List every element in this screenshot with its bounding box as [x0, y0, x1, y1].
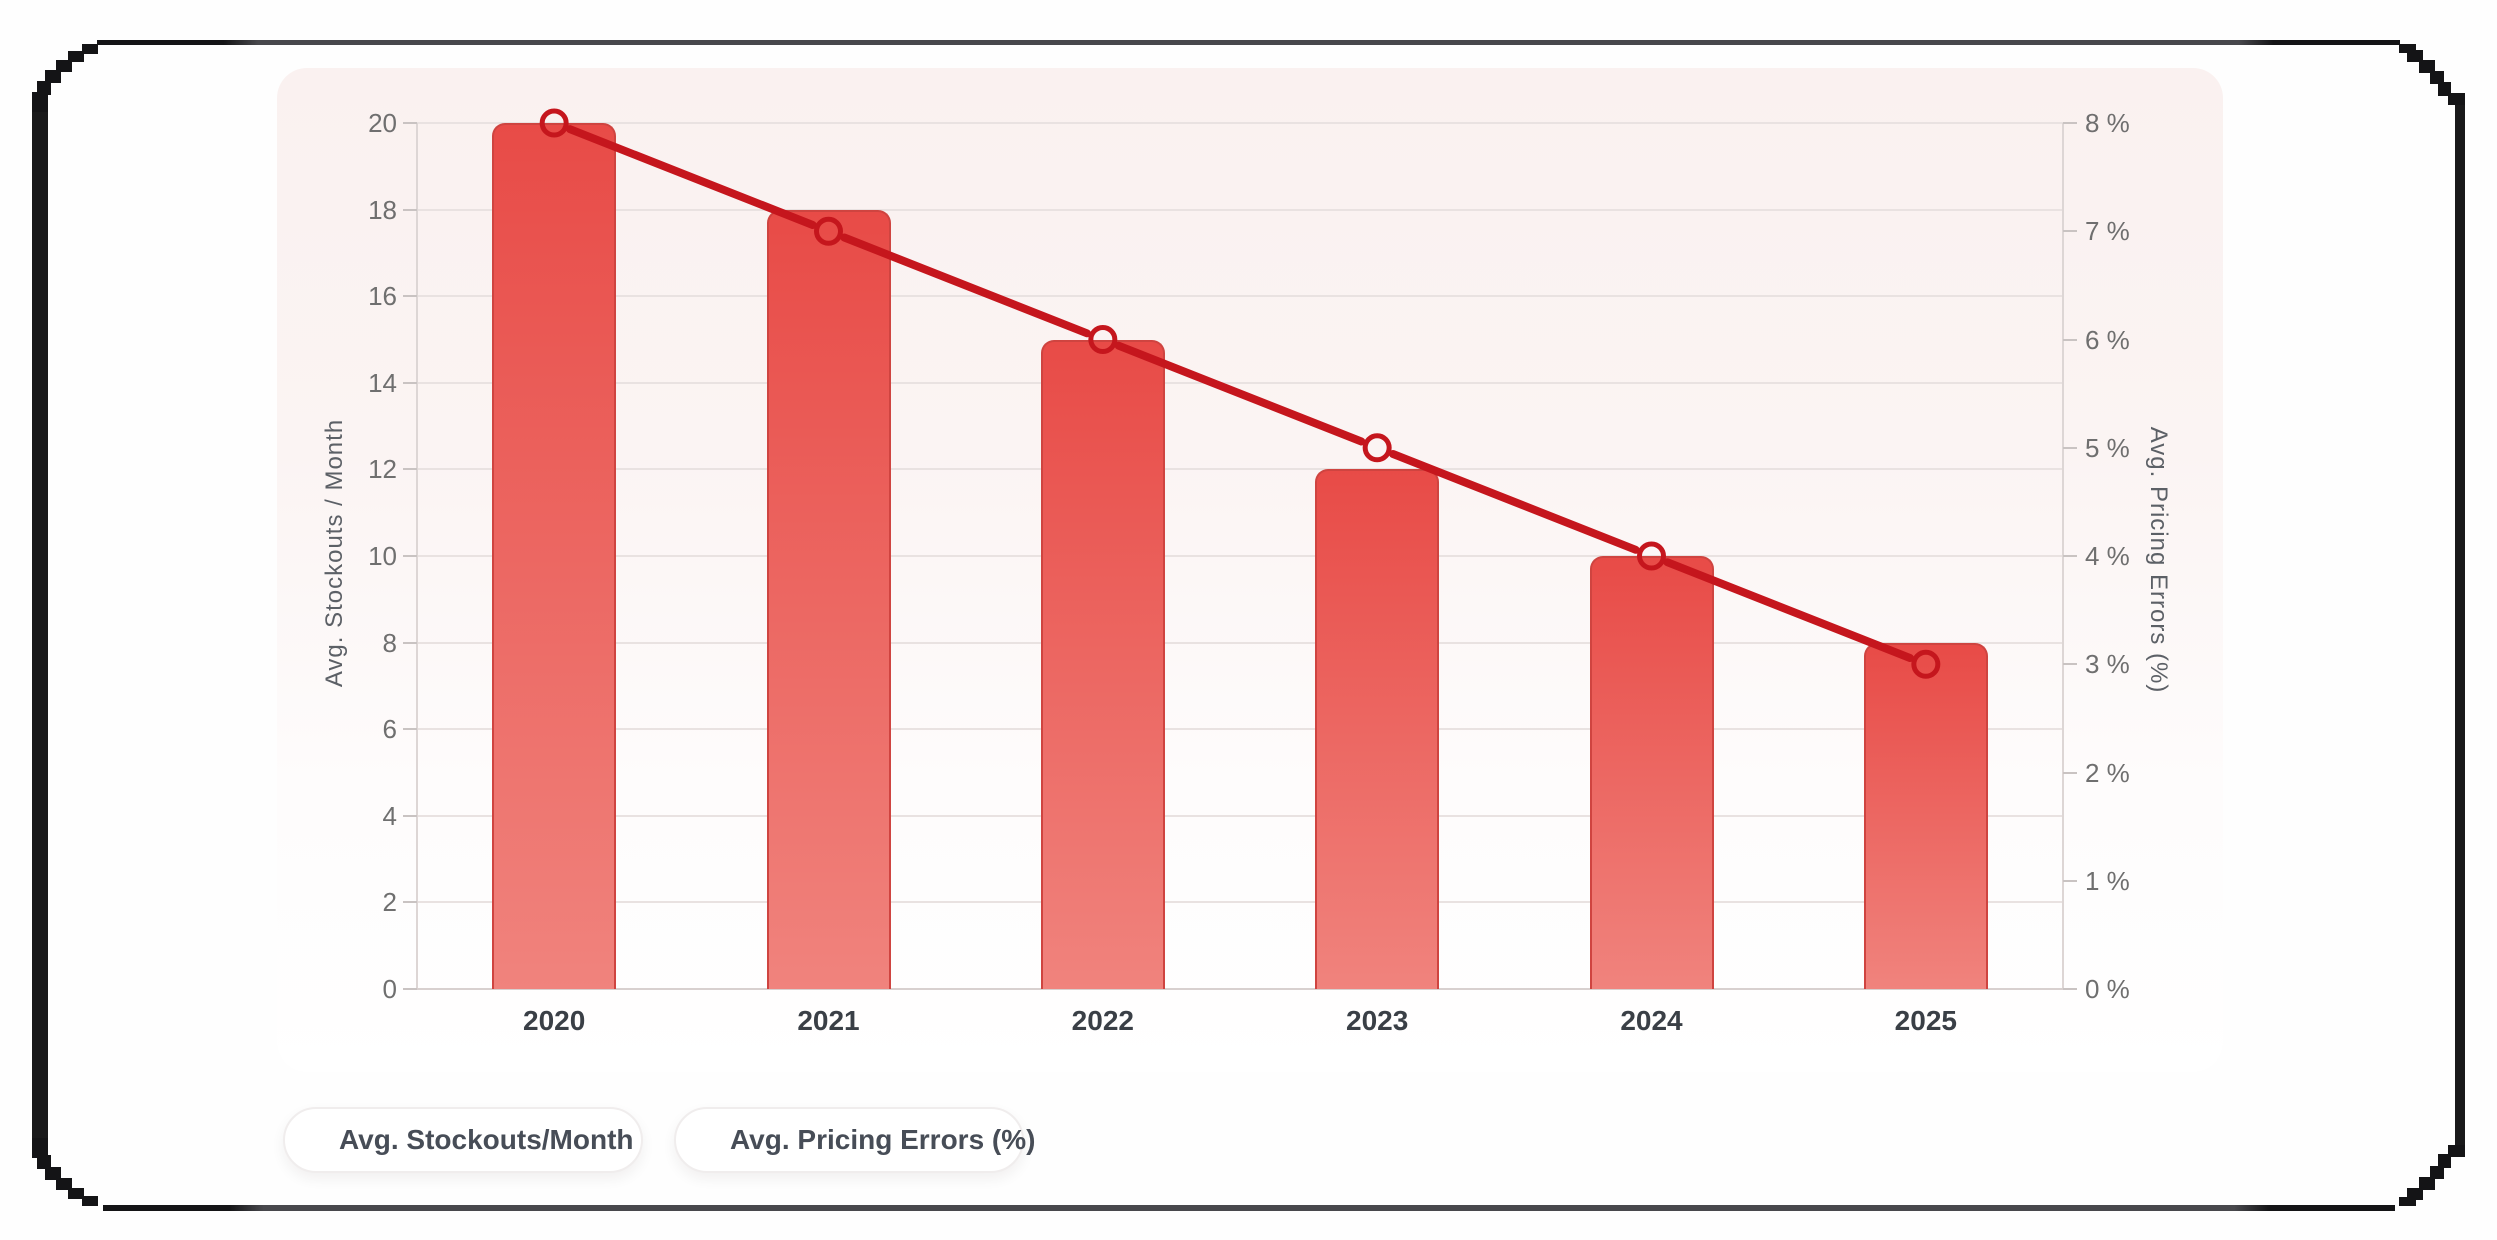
gridline	[417, 728, 2063, 731]
left-axis-tick-label: 2	[382, 887, 397, 918]
right-axis-tickmark	[2063, 446, 2077, 449]
right-axis-tick-label: 5 %	[2085, 432, 2130, 463]
left-axis-line	[416, 123, 418, 989]
right-axis-tickmark	[2063, 338, 2077, 341]
left-axis-tick-label: 16	[368, 281, 397, 312]
bar-2023[interactable]	[1315, 469, 1440, 989]
left-axis-tick-label: 4	[382, 800, 397, 831]
right-axis-tick-label: 3 %	[2085, 649, 2130, 680]
gridline	[417, 208, 2063, 211]
right-axis-tickmark	[2063, 771, 2077, 774]
line-point-2022[interactable]	[1088, 325, 1118, 354]
right-axis-tickmark	[2063, 122, 2077, 124]
x-axis-label-2020: 2020	[523, 1005, 586, 1036]
line-point-2024[interactable]	[1637, 541, 1666, 571]
right-axis-tick-label: 6 %	[2085, 324, 2130, 355]
right-axis-tick-label: 4 %	[2085, 541, 2130, 571]
left-axis-tick-label: 20	[368, 108, 397, 138]
left-axis-tickmark	[403, 728, 417, 731]
left-axis-tickmark	[403, 814, 417, 817]
left-axis-tickmark	[403, 381, 417, 384]
line-point-2023[interactable]	[1362, 433, 1392, 463]
bar-2024[interactable]	[1589, 556, 1714, 989]
right-axis-tick-label: 2 %	[2085, 757, 2130, 788]
gridline	[417, 555, 2063, 557]
right-axis-tickmark	[2063, 988, 2077, 990]
left-axis-tickmark	[403, 468, 417, 471]
line-point-2025[interactable]	[1911, 649, 1941, 679]
x-axis-label-2024: 2024	[1620, 1005, 1683, 1036]
left-axis-tickmark	[403, 295, 417, 298]
gridline	[417, 641, 2063, 644]
legend-label-pricing-errors: Avg. Pricing Errors (%)	[730, 1124, 1036, 1155]
gridline	[417, 814, 2063, 817]
x-axis-label-2021: 2021	[797, 1005, 860, 1036]
legend-label-stockouts: Avg. Stockouts/Month	[339, 1124, 634, 1155]
bar-2022[interactable]	[1040, 339, 1165, 989]
gridline	[417, 901, 2063, 904]
left-axis-tick-label: 10	[368, 541, 397, 571]
gridline	[417, 468, 2063, 471]
left-axis-tick-label: 6	[382, 714, 397, 745]
left-axis-tickmark	[403, 901, 417, 904]
right-axis-tickmark	[2063, 879, 2077, 882]
left-axis-tickmark	[403, 122, 417, 124]
left-axis-tickmark	[403, 641, 417, 644]
left-axis-tickmark	[403, 555, 417, 557]
line-point-2021[interactable]	[814, 216, 843, 246]
left-axis-tick-label: 18	[368, 194, 397, 225]
right-axis-tick-label: 0 %	[2085, 974, 2130, 1004]
right-axis-tick-label: 1 %	[2085, 865, 2130, 896]
bar-2020[interactable]	[492, 123, 617, 989]
right-axis-title: Avg. Pricing Errors (%)	[2145, 426, 2172, 694]
x-axis-line	[417, 988, 2063, 990]
bar-2025[interactable]	[1863, 642, 1988, 989]
x-axis-label-2023: 2023	[1346, 1005, 1409, 1036]
left-axis-tickmark	[403, 988, 417, 990]
gridline	[417, 122, 2063, 124]
left-axis-tickmark	[403, 208, 417, 211]
left-axis-title: Avg. Stockouts / Month	[321, 418, 348, 688]
right-axis-tickmark	[2063, 663, 2077, 666]
gridline	[417, 381, 2063, 384]
right-axis-tick-label: 8 %	[2085, 108, 2130, 138]
left-axis-tick-label: 12	[368, 454, 397, 485]
right-axis-tick-label: 7 %	[2085, 216, 2130, 247]
right-axis-tickmark	[2063, 555, 2077, 557]
legend-item-pricing-errors[interactable]: Avg. Pricing Errors (%)	[674, 1107, 1035, 1173]
gridline	[417, 295, 2063, 298]
left-axis-tick-label: 14	[368, 367, 397, 398]
bar-2021[interactable]	[766, 209, 891, 989]
line-point-2020[interactable]	[539, 108, 569, 138]
right-axis-tickmark	[2063, 230, 2077, 233]
legend-item-stockouts[interactable]: Avg. Stockouts/Month	[283, 1107, 643, 1173]
left-axis-tick-label: 8	[382, 627, 397, 658]
left-axis-tick-label: 0	[382, 974, 397, 1004]
x-axis-label-2025: 2025	[1894, 1005, 1957, 1036]
x-axis-label-2022: 2022	[1071, 1005, 1134, 1036]
